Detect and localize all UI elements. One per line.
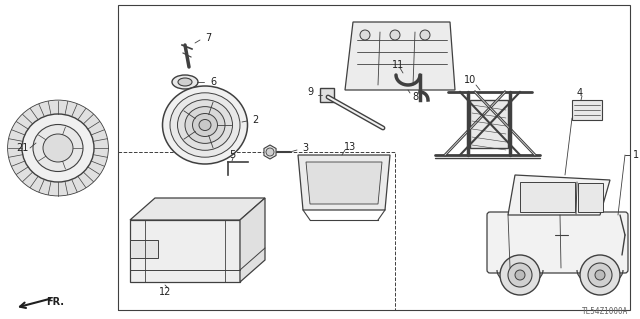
Circle shape [500,255,540,295]
Polygon shape [130,240,158,258]
Ellipse shape [177,100,232,150]
Circle shape [595,270,605,280]
Bar [320,88,334,102]
Text: 7: 7 [205,33,211,43]
Ellipse shape [22,114,94,182]
Ellipse shape [199,120,211,130]
Ellipse shape [172,75,198,89]
Text: 2: 2 [252,115,258,125]
Text: 21: 21 [16,143,28,153]
Circle shape [588,263,612,287]
Circle shape [420,30,430,40]
Ellipse shape [178,78,192,86]
Bar [470,100,508,148]
Ellipse shape [193,114,218,137]
Bar [118,152,395,310]
Text: 10: 10 [464,75,476,85]
Text: 4: 4 [577,88,583,98]
Text: 1: 1 [633,150,639,160]
Polygon shape [130,198,265,220]
Polygon shape [508,175,610,215]
Polygon shape [240,198,265,282]
Text: 11: 11 [392,60,404,70]
Text: 5: 5 [229,150,235,160]
Text: 8: 8 [412,92,418,102]
Text: 13: 13 [344,142,356,152]
Bar [572,100,602,120]
Text: 12: 12 [159,287,171,297]
Polygon shape [298,155,390,210]
Bar [520,182,575,212]
Circle shape [515,270,525,280]
Text: 3: 3 [302,143,308,153]
Ellipse shape [170,93,240,157]
Polygon shape [130,220,240,282]
Circle shape [508,263,532,287]
Circle shape [580,255,620,295]
Ellipse shape [33,124,83,172]
Ellipse shape [8,100,108,196]
Text: TL54Z1000A: TL54Z1000A [582,308,628,316]
Text: 9: 9 [307,87,313,97]
Text: 6: 6 [210,77,216,87]
Circle shape [266,148,274,156]
Polygon shape [306,162,382,204]
Circle shape [483,116,497,130]
Ellipse shape [8,100,108,196]
Ellipse shape [185,107,225,144]
Bar [578,183,603,212]
Bar [118,5,630,310]
Ellipse shape [43,134,73,162]
Polygon shape [345,22,455,90]
FancyBboxPatch shape [487,212,628,273]
Ellipse shape [163,86,248,164]
Text: FR.: FR. [46,297,64,307]
Circle shape [360,30,370,40]
Circle shape [390,30,400,40]
